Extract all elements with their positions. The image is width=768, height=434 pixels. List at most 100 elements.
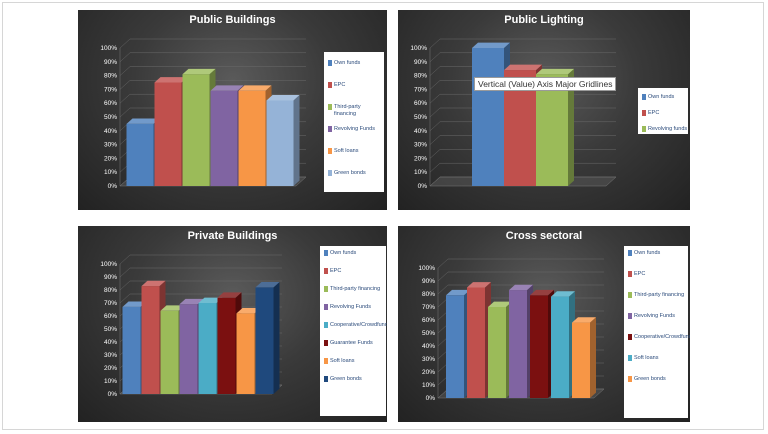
gridline-side (429, 149, 441, 159)
bar-top (536, 68, 574, 75)
legend-swatch (628, 292, 632, 298)
bar-top (217, 292, 242, 298)
legend-item: Own funds (328, 60, 360, 67)
bar-top (198, 297, 223, 303)
bar (266, 95, 300, 186)
bar-top (530, 289, 554, 296)
y-tick-label: 60% (422, 317, 435, 324)
bar-side (590, 317, 596, 398)
legend-swatch (642, 126, 646, 132)
legend-label: EPC (634, 271, 646, 277)
gridlines-tooltip: Vertical (Value) Axis Major Gridlines (474, 77, 617, 91)
chart-title: Public Buildings (189, 14, 276, 26)
bar-top (182, 68, 216, 75)
legend-swatch (642, 94, 646, 100)
legend-item: Revolving Funds (628, 313, 675, 320)
bar-front (236, 313, 255, 394)
chart-title: Cross sectoral (505, 230, 583, 242)
legend-item: Guarantee Funds (324, 340, 373, 347)
y-tick-label: 70% (104, 86, 117, 93)
bar-top (210, 85, 244, 91)
legend-item: Revolving Funds (324, 304, 371, 311)
y-tick-label: 10% (104, 169, 117, 176)
y-tick-label: 0% (426, 395, 436, 402)
figure-frame (2, 2, 764, 430)
bar-front (530, 295, 548, 398)
chart-legend: Own funds EPC Third-party financing Revolvi… (324, 52, 384, 192)
y-tick-label: 10% (414, 169, 427, 176)
chart-panel-public-buildings: 0% 10% 20% 30% 40% 50% 60% 70% 80% 90% 100% Public… (78, 10, 387, 210)
legend-swatch (324, 250, 328, 256)
legend-item: EPC (324, 268, 341, 275)
legend-swatch (324, 376, 328, 382)
legend-label: EPC (648, 110, 660, 116)
legend-label: Third-party financing (334, 104, 361, 117)
bar (530, 289, 554, 398)
bar-top (141, 280, 166, 287)
gridline-side (429, 52, 441, 62)
bar-front (266, 100, 294, 186)
gridline-side (437, 271, 449, 282)
y-tick-label: 40% (422, 343, 435, 350)
bar (551, 291, 575, 398)
bar-front (126, 123, 154, 186)
y-tick-label: 80% (104, 73, 117, 80)
legend-swatch (324, 358, 328, 364)
bar-top (467, 282, 491, 288)
y-tick-label: 0% (108, 391, 118, 398)
gridline-side (119, 66, 131, 76)
legend-item: Own funds (324, 250, 356, 257)
legend-label: Green bonds (334, 170, 366, 176)
chart-title: Private Buildings (187, 230, 278, 242)
gridline-side (119, 293, 131, 304)
legend-item: Green bonds (328, 170, 366, 177)
bar-front (154, 82, 182, 186)
chart-legend: Own funds EPC Third-party financing Revolvi… (624, 246, 690, 418)
legend-label: Third-party financing (634, 292, 685, 298)
legend-label: Soft loans (634, 355, 659, 361)
y-tick-label: 100% (410, 45, 427, 52)
bar-front (122, 306, 141, 394)
legend-item: Green bonds (628, 376, 666, 383)
chart-svg-private-buildings: 0% 10% 20% 30% 40% 50% 60% 70% 80% 90% 100% (100, 254, 283, 398)
gridline-side (119, 52, 131, 62)
bar-top (551, 291, 575, 297)
chart-panel-cross-sectoral: 0% 10% 20% 30% 40% 50% 60% 70% 80% 90% 100% Cross … (398, 226, 690, 422)
bar-top (179, 298, 204, 305)
bar-front (446, 295, 464, 398)
y-tick-label: 100% (100, 45, 117, 52)
gridline-side (119, 38, 131, 49)
gridline-side (119, 280, 131, 291)
bar-top (122, 301, 147, 307)
y-tick-label: 90% (414, 59, 427, 66)
bar-front (488, 307, 506, 398)
bar-side (293, 95, 300, 186)
y-tick-label: 20% (414, 155, 427, 162)
bar (488, 301, 512, 398)
bar (446, 289, 470, 398)
gridline-side (429, 94, 441, 104)
gridline-side (119, 254, 131, 265)
gridline-side (429, 66, 441, 76)
legend-swatch (642, 110, 646, 116)
y-tick-label: 0% (418, 183, 428, 190)
bar-front (141, 286, 160, 394)
bar-front (467, 287, 485, 398)
gridline-side (429, 135, 441, 145)
y-tick-label: 50% (422, 330, 435, 337)
bar-front (182, 74, 210, 186)
y-tick-label: 60% (104, 313, 117, 320)
bar-top (238, 85, 272, 91)
legend-label: EPC (330, 268, 342, 274)
y-tick-label: 70% (104, 300, 117, 307)
legend-item: Own funds (642, 94, 674, 101)
bar-top (266, 95, 300, 101)
legend-label: Cooperative/Crowdfunding (330, 322, 387, 328)
legend-label: Green bonds (330, 376, 362, 382)
legend-label: Revolving Funds (634, 313, 675, 319)
bar-top (255, 282, 280, 288)
bar-front (509, 290, 527, 398)
legend-swatch (328, 148, 332, 154)
legend-swatch (628, 313, 632, 319)
bar (536, 68, 574, 186)
